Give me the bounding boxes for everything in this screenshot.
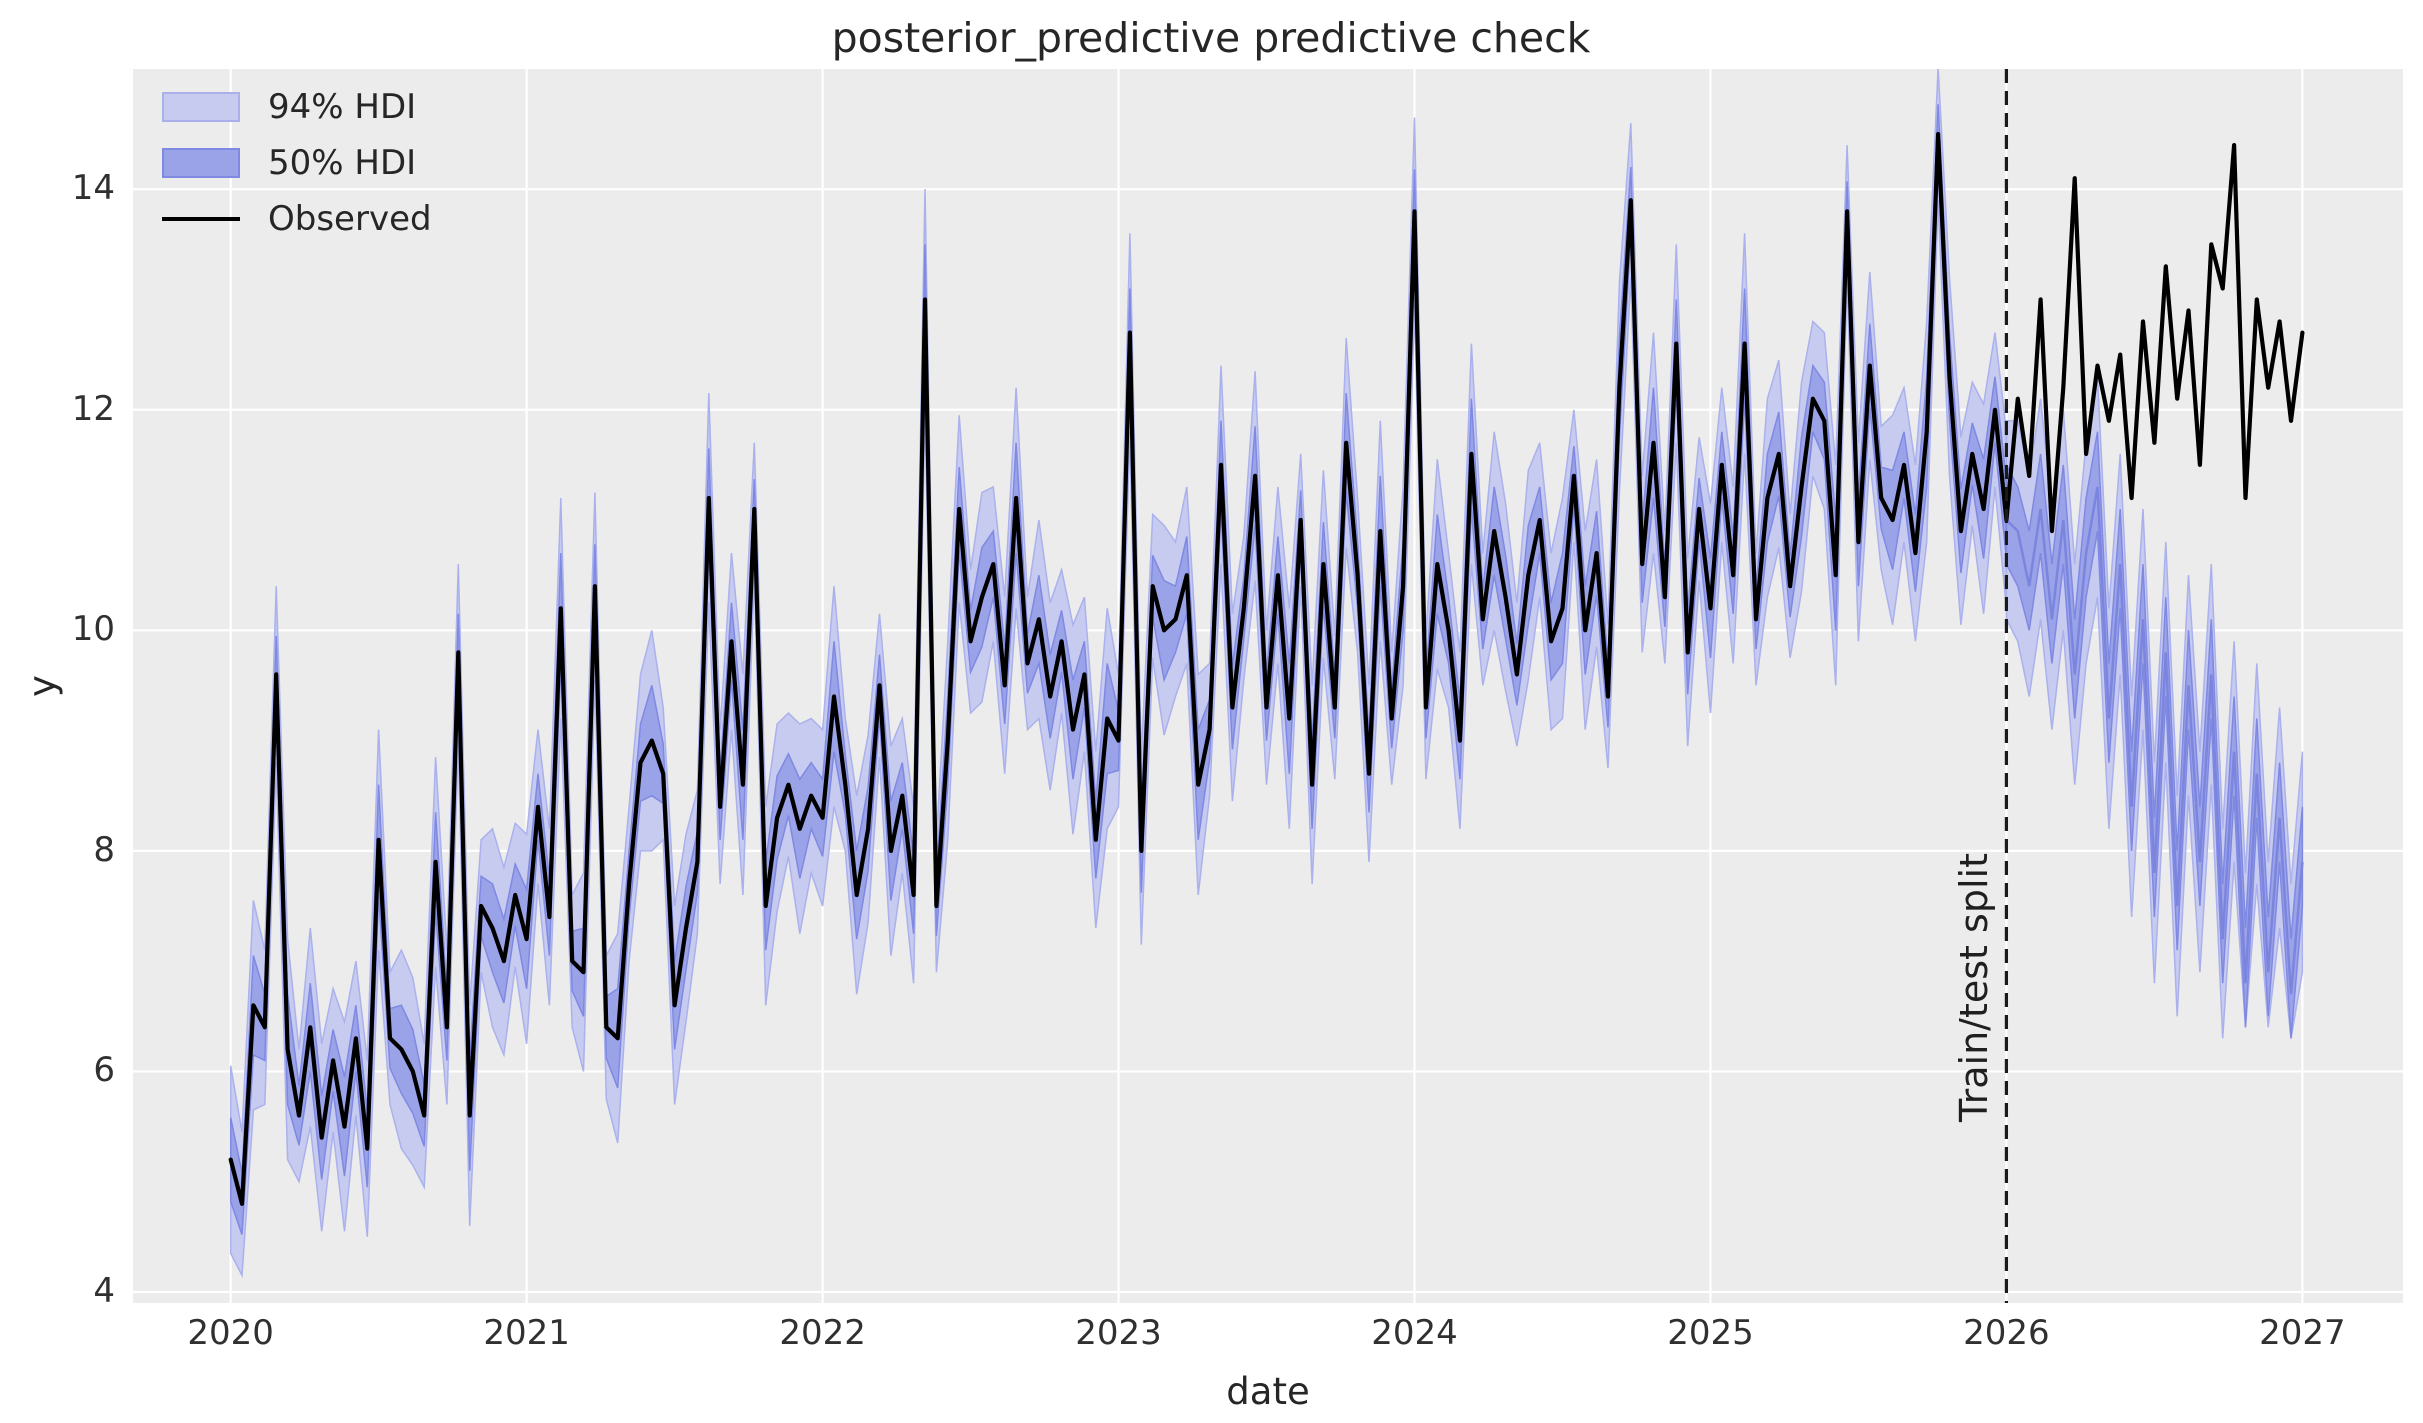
x-tick-label: 2023 (1075, 1313, 1162, 1353)
observed-line (228, 132, 2305, 1206)
legend-item-94-hdi: 94% HDI (162, 87, 432, 127)
posterior-median-line (2005, 486, 2304, 995)
y-tick-label: 4 (93, 1270, 115, 1311)
train-test-split-label: Train/test split (1952, 853, 1996, 1122)
y-tick-label: 12 (71, 388, 115, 429)
x-tick-label: 2026 (1963, 1313, 2050, 1353)
x-tick-label: 2027 (2259, 1313, 2346, 1353)
y-axis-label: y (20, 675, 64, 697)
legend-item-50-hdi: 50% HDI (162, 143, 432, 183)
legend-label: 94% HDI (268, 87, 417, 127)
x-tick-label: 2025 (1667, 1313, 1754, 1353)
x-axis-label: date (1226, 1370, 1310, 1413)
chart-title: posterior_predictive predictive check (831, 14, 1591, 62)
y-tick-label: 14 (71, 168, 115, 209)
hdi94-swatch-icon (162, 92, 240, 122)
x-tick-label: 2024 (1371, 1313, 1458, 1353)
hdi50-swatch-icon (162, 148, 240, 178)
x-tick-label: 2022 (779, 1313, 866, 1353)
y-tick-label: 8 (93, 829, 115, 870)
observed-line-swatch-icon (162, 217, 240, 221)
legend-label: 50% HDI (268, 143, 417, 183)
legend-item-observed: Observed (162, 199, 432, 239)
legend: 94% HDI 50% HDI Observed (162, 87, 432, 239)
legend-label: Observed (268, 199, 432, 239)
hdi50-band-test (2005, 431, 2304, 1039)
y-tick-label: 10 (71, 609, 115, 650)
x-tick-label: 2020 (187, 1313, 274, 1353)
y-tick-label: 6 (93, 1050, 115, 1091)
x-tick-label: 2021 (483, 1313, 570, 1353)
